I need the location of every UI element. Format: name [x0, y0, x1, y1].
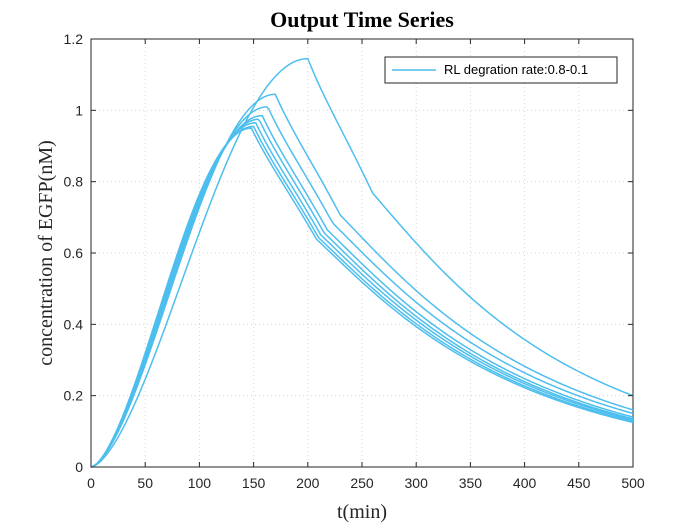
y-tick-label: 0.6 [64, 245, 84, 261]
legend-box [384, 56, 618, 84]
y-tick-label: 1 [75, 102, 83, 118]
x-tick-label: 450 [567, 475, 591, 491]
axis-ticks: 0 50 100 150 200 250 300 350 400 450 500 0 0.2 0.4 0.6… [64, 31, 645, 491]
series-group [90, 57, 634, 468]
x-tick-label: 350 [459, 475, 483, 491]
series-line-2 [90, 93, 634, 468]
legend-entry: RL degration rate:0.8-0.1 [444, 62, 588, 77]
chart-title: Output Time Series [270, 7, 454, 32]
series-line-4 [90, 114, 634, 468]
x-axis-label: t(min) [337, 501, 387, 523]
y-tick-label: 0.4 [64, 316, 84, 332]
x-tick-label: 500 [621, 475, 645, 491]
y-tick-label: 0.8 [64, 174, 84, 190]
x-tick-label: 50 [137, 475, 153, 491]
y-axis-label: concentration of EGFP(nM) [35, 140, 57, 366]
x-tick-label: 100 [188, 475, 212, 491]
x-tick-label: 300 [405, 475, 429, 491]
series-line-8 [90, 127, 634, 468]
y-tick-label: 0 [75, 459, 83, 475]
y-tick-label: 0.2 [64, 388, 84, 404]
legend: RL degration rate:0.8-0.1 [384, 56, 618, 84]
series-line-5 [90, 118, 634, 468]
x-tick-label: 250 [350, 475, 374, 491]
series-line-3 [90, 106, 634, 468]
y-tick-label: 1.2 [64, 31, 84, 47]
x-tick-label: 400 [513, 475, 537, 491]
x-tick-label: 200 [296, 475, 320, 491]
series-line-7 [90, 125, 634, 468]
x-tick-label: 0 [87, 475, 95, 491]
series-line-1 [90, 57, 634, 468]
x-tick-label: 150 [242, 475, 266, 491]
